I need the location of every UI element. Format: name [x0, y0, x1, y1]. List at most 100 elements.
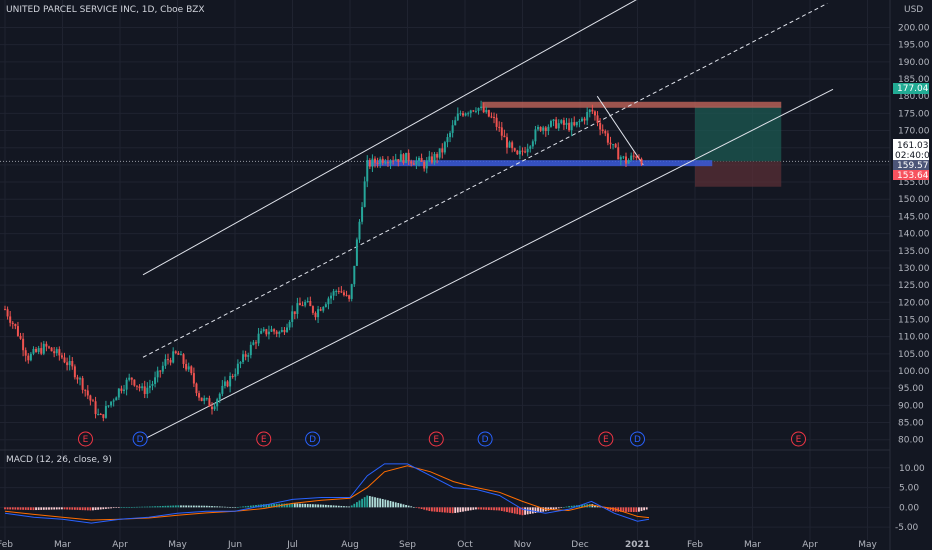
candle	[47, 345, 50, 349]
macd-histogram-bar	[81, 507, 84, 511]
macd-histogram-bar	[234, 507, 237, 508]
candle	[55, 347, 58, 356]
candle-body	[218, 393, 221, 400]
candle	[60, 352, 63, 360]
time-tick-label: 2021	[625, 540, 650, 550]
candle-body	[133, 379, 136, 386]
candle	[205, 397, 208, 401]
candle	[446, 133, 449, 148]
candle	[24, 347, 27, 362]
candle-body	[472, 110, 475, 112]
candle	[327, 296, 330, 310]
macd-histogram-bar	[617, 507, 620, 512]
macd-histogram-bar	[125, 507, 128, 508]
candle-body	[208, 398, 211, 407]
macd-histogram-bar	[86, 507, 89, 511]
candle	[389, 159, 392, 169]
candle-body	[244, 354, 247, 357]
candle-body	[446, 137, 449, 143]
macd-histogram-bar	[415, 507, 418, 508]
candle-body	[487, 110, 490, 117]
candle-body	[405, 152, 408, 163]
candle-body	[9, 316, 12, 323]
time-tick-label: May	[168, 540, 187, 550]
candle	[14, 323, 17, 330]
macd-histogram-bar	[606, 507, 609, 510]
macd-histogram-bar	[107, 507, 110, 509]
candle-body	[593, 111, 596, 116]
candle-body	[32, 348, 35, 354]
macd-histogram-bar	[71, 507, 74, 510]
candle	[467, 111, 470, 117]
candle	[293, 311, 296, 320]
candle-body	[345, 295, 348, 297]
candle-body	[55, 349, 58, 354]
candle	[252, 340, 255, 346]
candle-body	[635, 156, 638, 159]
candle	[632, 151, 635, 160]
macd-histogram-bar	[583, 504, 586, 508]
candle	[454, 116, 457, 126]
candle-body	[47, 346, 50, 348]
candle	[22, 332, 25, 357]
macd-histogram-bar	[524, 507, 526, 515]
macd-histogram-bar	[405, 504, 407, 508]
candle	[84, 389, 87, 397]
candle	[524, 146, 527, 154]
time-tick-label: Apr	[802, 540, 818, 550]
macd-histogram-bar	[560, 507, 563, 508]
macd-histogram-bar	[136, 506, 138, 508]
candle-body	[516, 150, 519, 155]
chart-title: UNITED PARCEL SERVICE INC, 1D, Cboe BZX	[6, 5, 205, 15]
event-circle	[132, 431, 148, 447]
candle	[11, 321, 14, 329]
candle	[244, 350, 247, 361]
macd-histogram-bar	[226, 506, 229, 508]
candle-body	[418, 157, 420, 161]
candle-body	[570, 122, 573, 131]
macd-histogram-bar	[508, 507, 511, 513]
candle	[513, 147, 516, 153]
candle	[42, 340, 45, 356]
macd-histogram-bar	[526, 507, 529, 515]
candle	[493, 112, 496, 124]
macd-histogram-bar	[498, 507, 501, 511]
macd-histogram-bar	[128, 507, 131, 508]
candle	[242, 350, 245, 365]
macd-histogram-bar	[273, 503, 275, 508]
macd-histogram-bar	[332, 505, 335, 508]
candle-body	[490, 116, 493, 118]
candle-body	[16, 326, 19, 336]
macd-histogram-bar	[42, 507, 45, 510]
candle	[102, 414, 105, 422]
macd-histogram-bar	[552, 507, 555, 510]
resistance-zone	[482, 101, 782, 108]
candle	[182, 353, 185, 369]
price-tick-label: 145.00	[898, 212, 930, 222]
macd-histogram-bar	[130, 507, 133, 508]
support-zone	[367, 160, 713, 167]
candle	[53, 347, 56, 358]
dividend-marker: D	[132, 431, 148, 447]
candle-body	[327, 298, 330, 305]
candle-body	[495, 117, 498, 127]
candle	[604, 129, 607, 137]
candles	[4, 100, 643, 422]
event-circle	[630, 431, 645, 447]
candle-body	[562, 120, 565, 125]
candle	[216, 397, 219, 411]
macd-histogram-bar	[431, 507, 433, 512]
candle	[625, 152, 627, 167]
candle	[505, 133, 508, 154]
candle-body	[407, 152, 410, 162]
macd-histogram-bar	[381, 499, 384, 508]
candle-body	[337, 290, 340, 292]
candle-body	[637, 158, 640, 160]
price-tick-label: 105.00	[898, 350, 930, 360]
candle-body	[84, 389, 87, 391]
macd-histogram-bar	[343, 506, 345, 508]
descending-trendline	[596, 95, 644, 166]
candle-body	[203, 398, 206, 401]
countdown-tag: 02:40:00	[893, 150, 932, 161]
